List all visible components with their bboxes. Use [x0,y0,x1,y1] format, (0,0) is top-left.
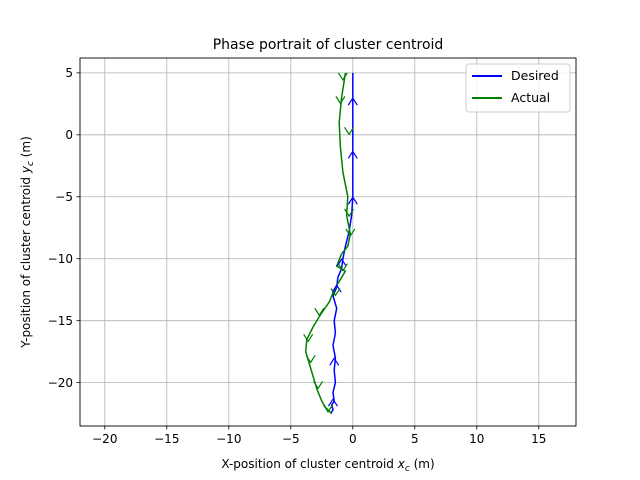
y-tick-label: 5 [65,66,73,80]
x-tick-label: 15 [531,432,546,446]
y-axis-label-symbol: y [19,165,33,174]
x-axis-label-symbol: x [397,457,406,471]
direction-arrow-actual [303,333,314,343]
y-tick-label: 0 [65,128,73,142]
direction-arrow-desired [347,196,358,205]
axis-ticks: −20 −15 −10 −5 0 5 10 15 −20 −15 −10 −5 0 5 [48,66,547,446]
direction-arrow-actual [344,208,355,218]
y-axis-label-main: Y-position of cluster centroid [19,173,33,349]
y-axis-label-subscript: c [26,161,36,166]
x-axis-label-unit: (m) [410,457,435,471]
direction-arrows [303,72,358,414]
x-axis-label: X-position of cluster centroid xc (m) [221,457,434,474]
y-axis-label: Y-position of cluster centroid yc (m) [19,136,36,349]
direction-arrow-actual [314,307,325,317]
legend-label-desired: Desired [511,68,559,83]
x-axis-label-subscript: c [405,464,410,474]
direction-arrow-actual [344,127,355,136]
y-axis-label-unit: (m) [19,136,33,161]
x-tick-label: −20 [92,432,117,446]
direction-arrow-actual [335,96,346,105]
x-tick-label: −5 [282,432,300,446]
direction-arrow-actual [345,228,356,238]
direction-arrow-actual [337,263,348,272]
x-tick-label: 10 [469,432,484,446]
plot-area-frame [79,57,577,427]
y-tick-label: −10 [48,252,73,266]
direction-arrow-actual [305,355,316,364]
chart-title: Phase portrait of cluster centroid [213,37,444,53]
direction-arrow-actual [337,72,348,81]
series-line-actual [304,72,352,415]
x-tick-label: −10 [216,432,241,446]
direction-arrow-actual [330,288,341,297]
y-tick-label: −5 [55,190,73,204]
direction-arrow-desired [347,97,358,106]
direction-arrow-desired [347,150,358,159]
x-tick-label: 0 [349,432,357,446]
x-tick-label: −15 [154,432,179,446]
direction-arrow-desired [327,398,338,407]
direction-arrow-desired [329,357,340,366]
legend-label-actual: Actual [511,90,550,105]
direction-arrow-actual [313,381,324,390]
y-tick-label: −15 [48,314,73,328]
y-tick-label: −20 [48,376,73,390]
x-tick-label: 5 [411,432,419,446]
grid-lines [80,58,576,426]
x-axis-label-main: X-position of cluster centroid [221,457,397,471]
legend: Desired Actual [465,63,571,113]
direction-arrow-actual [322,404,334,414]
